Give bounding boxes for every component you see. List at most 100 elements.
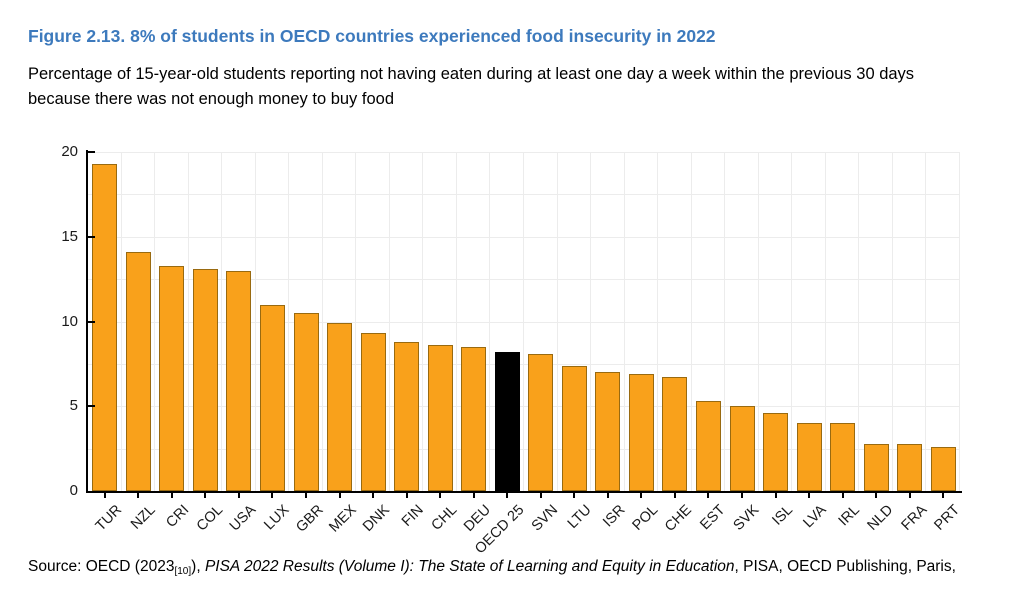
x-axis-tick: [103, 493, 106, 498]
x-tick-label-FRA: FRA: [898, 502, 931, 534]
x-axis-tick: [305, 493, 307, 498]
y-axis-line: [86, 150, 88, 493]
plot-area: [88, 152, 960, 491]
x-tick-label-CHL: CHL: [428, 502, 461, 534]
x-axis-line: [86, 491, 962, 493]
x-tick-label-GBR: GBR: [292, 502, 327, 536]
horizontal-gridline: [88, 194, 960, 196]
vertical-gridline: [757, 152, 759, 491]
vertical-gridline: [388, 152, 390, 491]
x-tick-label-COL: COL: [193, 502, 226, 535]
x-axis-tick: [841, 493, 844, 498]
x-tick-label-ISL: ISL: [769, 502, 796, 529]
vertical-gridline: [355, 152, 357, 491]
vertical-gridline: [422, 152, 424, 491]
bar-ISL: [763, 413, 789, 491]
bar-POL: [628, 374, 654, 491]
x-axis-tick: [539, 493, 542, 498]
x-axis-tick: [707, 493, 710, 498]
vertical-gridline: [824, 152, 826, 491]
x-axis-tick: [338, 493, 341, 498]
x-tick-label-MEX: MEX: [326, 502, 360, 536]
y-tick-label-5: 5: [69, 397, 78, 415]
x-axis-tick: [271, 493, 274, 498]
x-axis-tick: [204, 493, 207, 498]
x-tick-label-NZL: NZL: [127, 502, 159, 533]
x-axis-tick: [472, 493, 475, 498]
x-axis-tick: [237, 493, 240, 498]
bar-DEU: [461, 346, 487, 491]
source-publication-title: PISA 2022 Results (Volume I): The State …: [204, 558, 735, 575]
x-axis-tick: [908, 493, 911, 498]
vertical-gridline: [925, 152, 927, 491]
x-axis-tick: [405, 493, 408, 498]
x-axis-tick: [439, 493, 442, 498]
vertical-gridline: [556, 152, 558, 491]
figure-subtitle: Percentage of 15-year-old students repor…: [28, 65, 915, 108]
bar-FRA: [897, 443, 923, 491]
y-axis-tick: [88, 235, 95, 238]
x-tick-label-LTU: LTU: [564, 502, 595, 532]
x-tick-label-TUR: TUR: [92, 502, 126, 535]
vertical-gridline: [489, 152, 491, 491]
x-tick-label-ISR: ISR: [599, 502, 629, 531]
x-tick-label-CRI: CRI: [163, 502, 193, 531]
bar-GBR: [293, 313, 319, 491]
vertical-gridline: [288, 152, 290, 491]
bar-ISR: [595, 372, 621, 491]
source-prefix: Source: OECD (2023: [28, 558, 175, 575]
x-tick-label-DNK: DNK: [360, 502, 394, 535]
vertical-gridline: [523, 152, 524, 491]
bar-CHE: [662, 377, 688, 491]
vertical-gridline: [891, 152, 893, 491]
x-tick-label-USA: USA: [226, 502, 260, 535]
bar-LVA: [796, 423, 822, 491]
y-tick-label-20: 20: [61, 143, 78, 160]
vertical-gridline: [590, 152, 592, 491]
vertical-gridline: [187, 152, 189, 491]
bar-LTU: [561, 365, 587, 491]
horizontal-gridline: [88, 406, 960, 408]
y-tick-label-10: 10: [61, 312, 78, 330]
y-tick-label-15: 15: [61, 227, 78, 245]
x-tick-label-LVA: LVA: [800, 502, 830, 532]
x-tick-label-SVK: SVK: [730, 502, 763, 534]
horizontal-gridline: [88, 363, 960, 365]
vertical-gridline: [959, 152, 960, 491]
x-axis-tick: [774, 493, 777, 498]
vertical-gridline: [221, 152, 223, 491]
x-tick-label-EST: EST: [697, 502, 729, 534]
x-tick-label-PRT: PRT: [931, 502, 964, 534]
figure-title: Figure 2.13. 8% of students in OECD coun…: [28, 26, 716, 46]
x-axis-tick: [942, 493, 945, 498]
y-axis-tick: [88, 151, 95, 153]
vertical-gridline: [455, 152, 457, 491]
bar-DNK: [360, 333, 386, 491]
x-tick-label-SVN: SVN: [528, 502, 562, 535]
bar-EST: [695, 401, 721, 491]
bar-CRI: [159, 265, 185, 491]
bar-NZL: [125, 252, 151, 491]
bar-LUX: [259, 304, 285, 491]
x-axis-tick: [808, 493, 811, 498]
vertical-gridline: [623, 152, 625, 491]
vertical-gridline: [321, 152, 323, 491]
x-tick-label-LUX: LUX: [261, 502, 293, 534]
vertical-gridline: [657, 152, 659, 491]
vertical-gridline: [858, 152, 860, 491]
vertical-gridline: [254, 152, 256, 491]
bar-OECD-25: [494, 352, 520, 491]
bar-FIN: [394, 341, 420, 491]
source-mid: ),: [191, 558, 205, 575]
vertical-gridline: [791, 152, 793, 491]
vertical-gridline: [120, 152, 122, 491]
bar-SVN: [528, 353, 554, 491]
x-tick-label-FIN: FIN: [399, 502, 427, 530]
x-axis-tick: [372, 493, 375, 498]
bar-chart: 0 5 10 15 20 TUR NZL CRI COL USA LUX GBR MEX DNK FIN CH…: [61, 143, 964, 557]
vertical-gridline: [724, 152, 726, 491]
source-citation-ref: [10]: [174, 566, 192, 577]
horizontal-gridline: [88, 279, 960, 281]
bar-PRT: [930, 446, 956, 491]
horizontal-gridline: [88, 321, 960, 323]
